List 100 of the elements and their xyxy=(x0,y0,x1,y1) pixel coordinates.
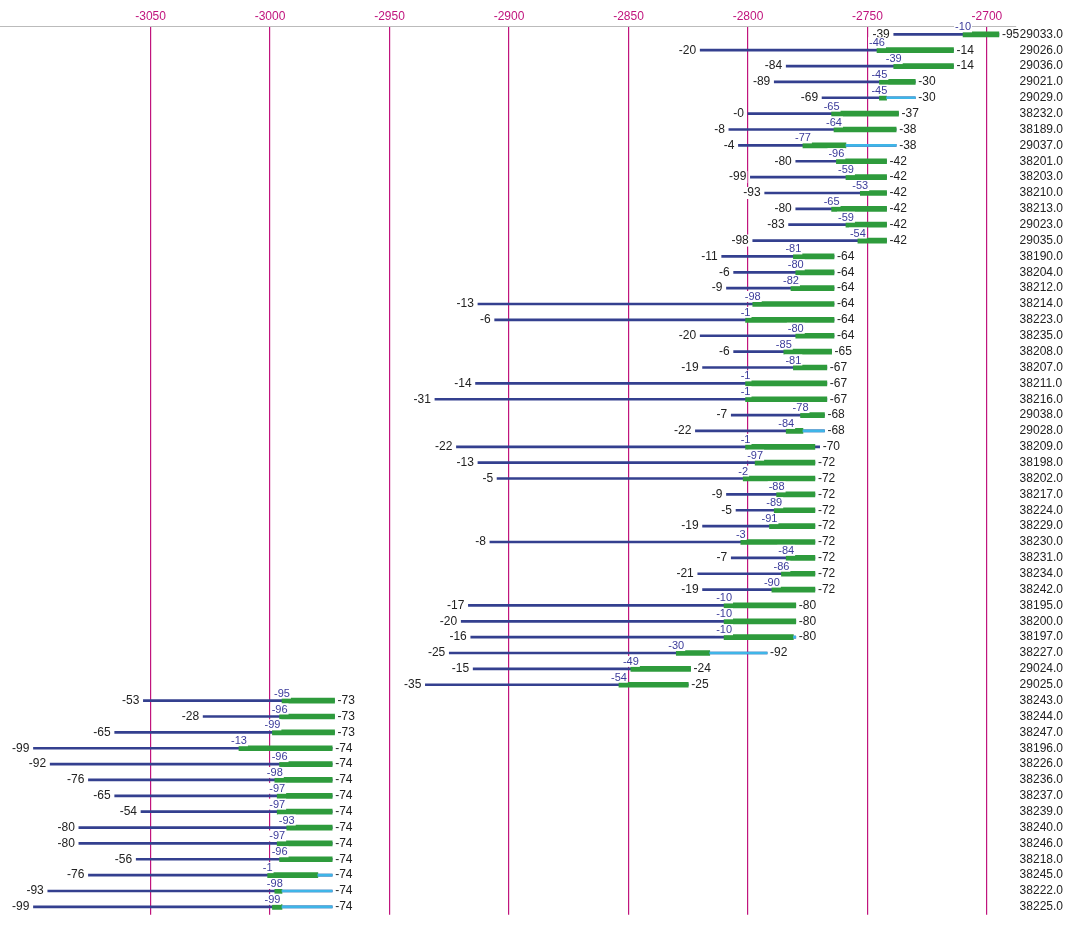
annotation: -59 xyxy=(838,210,854,223)
annotation: -5 xyxy=(482,470,494,485)
annotation: -95 xyxy=(274,686,290,699)
annotation: -64 xyxy=(837,248,855,263)
bar xyxy=(773,507,816,514)
annotation: -10 xyxy=(716,607,733,620)
annotation: -42 xyxy=(889,217,908,232)
annotation: -11 xyxy=(701,248,719,263)
bar xyxy=(876,47,954,54)
annotation: -72 xyxy=(817,581,836,596)
annotation: -20 xyxy=(678,42,697,57)
y-tick-label: 38211.0 xyxy=(1019,375,1063,390)
annotation: -73 xyxy=(337,708,356,723)
annotation: -38 xyxy=(899,137,917,152)
x-tick-label: -2750 xyxy=(852,8,884,23)
y-tick-label: 38227.0 xyxy=(1019,645,1064,660)
bar xyxy=(276,808,333,815)
y-tick-label: 38240.0 xyxy=(1019,819,1064,834)
y-tick-label: 29036.0 xyxy=(1019,58,1064,73)
annotation: -42 xyxy=(889,185,908,200)
annotation: -14 xyxy=(956,58,975,73)
y-tick-label: 38239.0 xyxy=(1019,803,1064,818)
annotation: -4 xyxy=(723,137,735,152)
annotation: -73 xyxy=(337,724,356,739)
annotation: -92 xyxy=(28,756,47,771)
annotation: -30 xyxy=(918,90,936,105)
annotation: -22 xyxy=(674,423,692,438)
annotation: -7 xyxy=(716,407,728,422)
annotation: -80 xyxy=(57,819,76,834)
bar xyxy=(831,206,887,212)
annotation: -67 xyxy=(829,391,848,406)
bar xyxy=(893,63,954,69)
annotation: -30 xyxy=(918,74,936,89)
annotation: -85 xyxy=(775,337,792,350)
bar xyxy=(723,634,794,641)
x-tick-label: -2950 xyxy=(374,8,406,23)
annotation: -1 xyxy=(740,432,751,445)
annotation: -72 xyxy=(817,470,836,485)
y-tick-label: 38216.0 xyxy=(1019,391,1064,406)
y-tick-label: 38198.0 xyxy=(1019,454,1064,469)
annotation: -67 xyxy=(829,359,848,374)
annotation: -42 xyxy=(889,232,908,247)
bar xyxy=(785,555,816,561)
annotation: -96 xyxy=(828,147,845,160)
annotation: -76 xyxy=(67,867,85,882)
annotation: -38 xyxy=(899,121,917,136)
annotation: -13 xyxy=(456,454,475,469)
y-tick-label: 38213.0 xyxy=(1019,201,1064,216)
y-tick-label: 38230.0 xyxy=(1019,534,1064,549)
annotation: -97 xyxy=(269,781,286,794)
annotation: -64 xyxy=(837,296,855,311)
y-tick-label: 38217.0 xyxy=(1019,486,1064,501)
annotation: -3 xyxy=(735,528,746,541)
annotation: -39 xyxy=(885,52,902,65)
x-tick-label: -2700 xyxy=(971,8,1003,23)
annotation: -96 xyxy=(271,750,288,763)
y-tick-label: 29038.0 xyxy=(1019,407,1064,422)
annotation: -80 xyxy=(787,321,804,334)
annotation: -95 xyxy=(1001,26,1020,41)
annotation: -49 xyxy=(622,654,639,667)
annotation: -97 xyxy=(269,829,286,842)
annotation: -74 xyxy=(335,788,353,803)
annotation: -65 xyxy=(834,343,853,358)
annotation: -80 xyxy=(787,258,804,271)
annotation: -9 xyxy=(711,280,723,295)
y-tick-label: 38214.0 xyxy=(1019,296,1064,311)
annotation: -68 xyxy=(827,407,846,422)
annotation: -68 xyxy=(827,423,846,438)
x-tick-label: -2800 xyxy=(732,8,764,23)
annotation: -74 xyxy=(335,819,353,834)
annotation: -64 xyxy=(837,264,855,279)
annotation: -78 xyxy=(792,401,809,414)
y-tick-label: 38218.0 xyxy=(1019,851,1064,866)
annotation: -72 xyxy=(817,518,836,533)
annotation: -74 xyxy=(335,835,353,850)
annotation: -92 xyxy=(770,645,788,660)
annotation: -70 xyxy=(822,439,841,454)
annotation: -64 xyxy=(837,312,855,327)
y-tick-label: 38223.0 xyxy=(1019,312,1064,327)
bar xyxy=(800,412,825,418)
y-tick-label: 38224.0 xyxy=(1019,502,1064,517)
annotation: -21 xyxy=(676,566,695,581)
annotation: -80 xyxy=(798,597,817,612)
annotation: -13 xyxy=(231,734,247,747)
annotation: -22 xyxy=(435,439,453,454)
annotation: -98 xyxy=(731,232,750,247)
annotation: -8 xyxy=(475,534,487,549)
annotation: -6 xyxy=(480,312,491,327)
annotation: -20 xyxy=(439,613,458,628)
annotation: -64 xyxy=(837,328,855,343)
bar xyxy=(740,539,816,545)
annotation: -64 xyxy=(837,280,855,295)
bar xyxy=(845,144,897,147)
bar xyxy=(279,761,333,767)
bar xyxy=(745,317,835,323)
bar xyxy=(274,777,333,783)
annotation: -16 xyxy=(449,629,468,644)
annotation: -19 xyxy=(681,518,699,533)
annotation: -81 xyxy=(785,353,802,366)
annotation: -90 xyxy=(763,575,780,588)
